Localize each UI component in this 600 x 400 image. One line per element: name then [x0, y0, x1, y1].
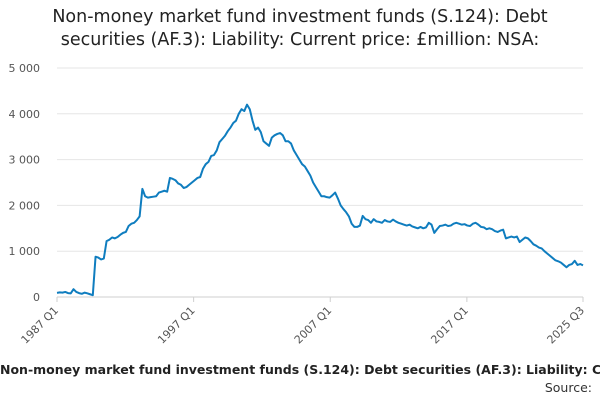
series-line — [56, 103, 584, 297]
source-label: Source: — [544, 380, 592, 395]
series-label: Non-money market fund investment funds (… — [0, 362, 600, 377]
y-tick-label: 1 000 — [9, 245, 41, 258]
x-tick-label: 1997 Q1 — [155, 304, 198, 347]
y-tick-label: 0 — [33, 291, 40, 304]
x-tick-label: 2007 Q1 — [292, 304, 335, 347]
chart-title-line-1: Non-money market fund investment funds (… — [52, 7, 548, 27]
y-tick-label: 5 000 — [9, 62, 41, 75]
chart-title: Non-money market fund investment funds (… — [0, 6, 600, 52]
y-tick-label: 2 000 — [9, 199, 41, 212]
x-tick-label: 2025 Q3 — [545, 304, 588, 347]
x-tick-label: 1987 Q1 — [19, 304, 62, 347]
y-tick-label: 3 000 — [9, 154, 41, 167]
chart-title-line-2: securities (AF.3): Liability: Current pr… — [60, 30, 540, 50]
x-tick-label: 2017 Q1 — [428, 304, 471, 347]
y-tick-label: 4 000 — [9, 108, 41, 121]
